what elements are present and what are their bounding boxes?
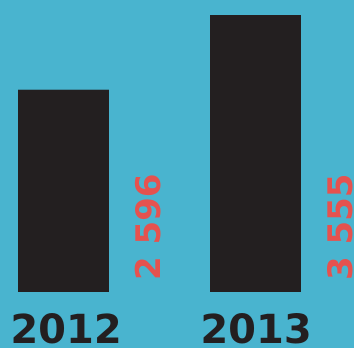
- x-tick-label-2013: 2013: [200, 307, 311, 348]
- value-label-2012: 2 596: [129, 174, 169, 280]
- x-tick-label-2012: 2012: [10, 307, 121, 348]
- bar-2012: [18, 89, 109, 292]
- value-label-2013: 3 555: [321, 174, 354, 280]
- bar-2013: [210, 15, 301, 292]
